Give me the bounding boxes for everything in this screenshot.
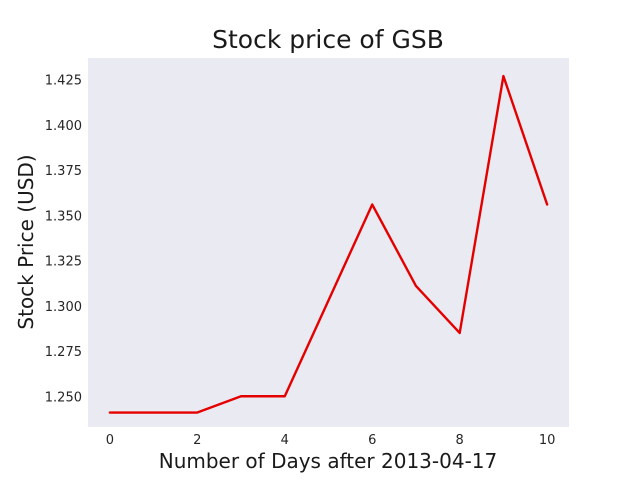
x-tick-label: 8 bbox=[456, 433, 464, 448]
y-tick-label: 1.275 bbox=[45, 345, 82, 360]
y-tick-label: 1.350 bbox=[45, 209, 82, 224]
y-tick-label: 1.250 bbox=[45, 390, 82, 405]
y-tick-label: 1.425 bbox=[45, 74, 82, 89]
x-tick-label: 10 bbox=[539, 433, 556, 448]
x-tick-label: 2 bbox=[193, 433, 201, 448]
x-axis-title: Number of Days after 2013-04-17 bbox=[159, 449, 498, 473]
y-tick-label: 1.400 bbox=[45, 119, 82, 134]
y-tick-label: 1.300 bbox=[45, 300, 82, 315]
x-axis-ticks: 0 2 4 6 8 10 bbox=[106, 433, 556, 448]
x-tick-label: 6 bbox=[368, 433, 376, 448]
series-layer bbox=[108, 74, 549, 414]
x-tick-label: 0 bbox=[106, 433, 114, 448]
y-axis-title: Stock Price (USD) bbox=[14, 154, 38, 329]
x-tick-label: 4 bbox=[281, 433, 289, 448]
plot-area bbox=[88, 58, 569, 427]
chart-title: Stock price of GSB bbox=[212, 25, 444, 54]
y-axis-ticks: 1.250 1.275 1.300 1.325 1.350 1.375 1.400 1.425 bbox=[45, 74, 82, 406]
series-line bbox=[108, 74, 549, 414]
y-tick-label: 1.375 bbox=[45, 164, 82, 179]
y-tick-label: 1.325 bbox=[45, 255, 82, 270]
